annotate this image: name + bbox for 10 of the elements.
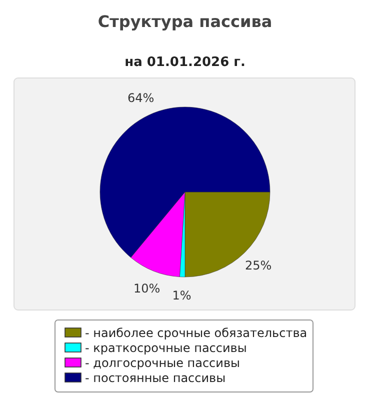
data-label: 1% <box>172 288 192 303</box>
legend-label: - долгосрочные пассивы <box>85 356 240 370</box>
chart-subtitle: на 01.01.2026 г. <box>124 55 246 70</box>
legend-label: - постоянные пассивы <box>85 371 226 385</box>
legend-label: - краткосрочные пассивы <box>85 341 247 355</box>
legend-label: - наиболее срочные обязательства <box>85 326 308 340</box>
chart-title: Структура пассива <box>98 12 272 31</box>
data-label: 10% <box>133 281 160 296</box>
data-label: 64% <box>128 91 154 106</box>
data-label: 25% <box>244 258 272 272</box>
